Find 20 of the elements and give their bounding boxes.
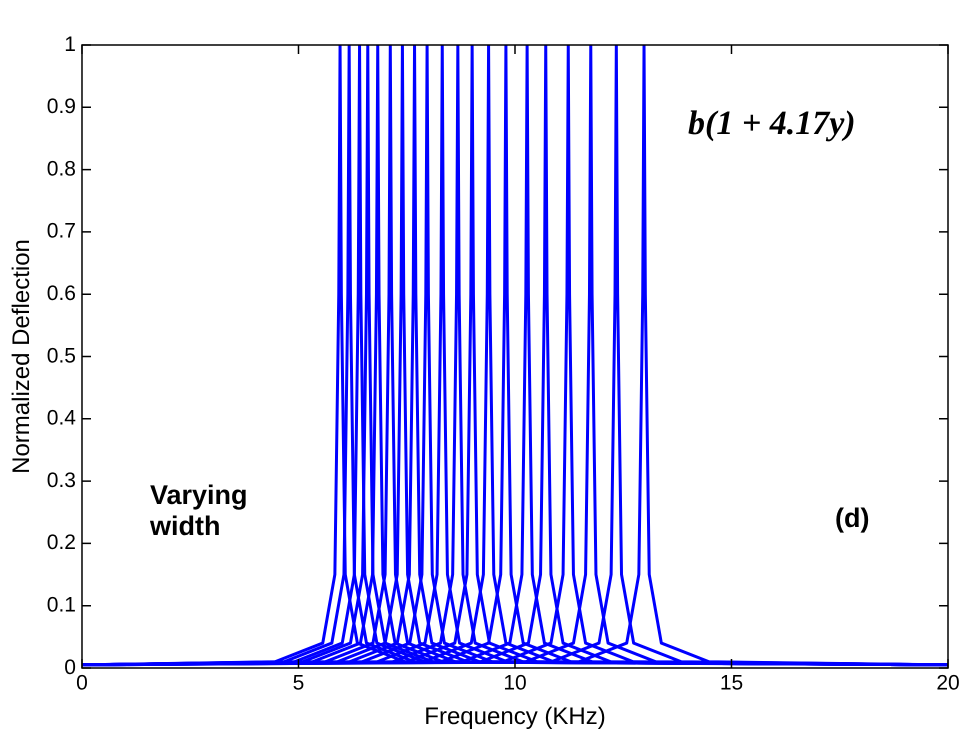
annotation: b(1 + 4.17y)	[688, 105, 856, 143]
annotation: Varying width	[150, 480, 249, 542]
y-tick-label: 0.3	[46, 468, 76, 492]
y-tick-label: 0.1	[46, 593, 76, 616]
x-tick-label: 15	[720, 671, 744, 694]
y-tick-label: 0	[64, 656, 76, 679]
y-tick-label: 0.2	[46, 531, 76, 554]
y-tick-label: 0.6	[46, 282, 76, 305]
annotation: (d)	[835, 503, 870, 534]
x-tick-label: 5	[292, 671, 304, 694]
y-tick-label: 1	[64, 32, 76, 56]
y-axis-title: Normalized Deflection	[8, 239, 36, 474]
y-tick-label: 0.4	[46, 406, 76, 430]
y-tick-label: 0.7	[46, 220, 76, 243]
x-axis-title: Frequency (KHz)	[424, 703, 606, 730]
x-tick-label: 20	[936, 671, 960, 694]
y-tick-label: 0.5	[46, 344, 76, 368]
y-tick-label: 0.9	[46, 95, 76, 118]
y-tick-label: 0.8	[46, 157, 76, 180]
x-tick-label: 10	[503, 671, 527, 694]
